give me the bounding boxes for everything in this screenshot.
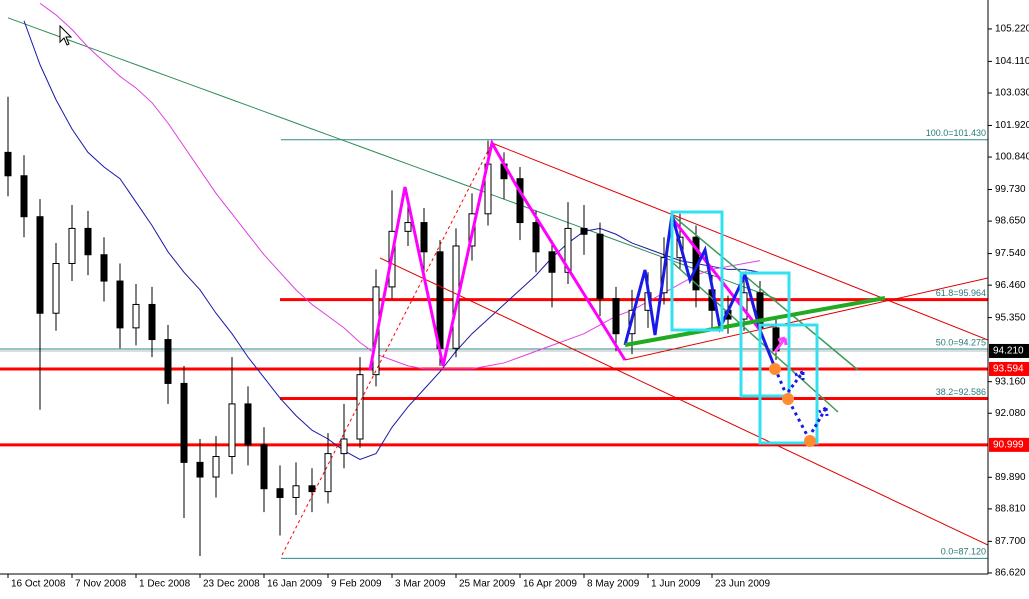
fib-label: 38.2=92.586	[936, 387, 986, 397]
candle-body	[84, 227, 92, 256]
candle-body	[164, 339, 172, 384]
candle-body	[132, 303, 140, 329]
y-tick-label: 100.840	[995, 152, 1029, 163]
arrow	[810, 406, 829, 433]
y-tick-label: 96.460	[995, 280, 1026, 291]
candle-body	[532, 222, 540, 253]
channel-line	[624, 277, 988, 361]
price-marker	[989, 343, 1029, 358]
candle-body	[116, 280, 124, 329]
target-dot	[782, 393, 794, 405]
candle-body	[420, 222, 428, 253]
target-dot	[769, 363, 781, 375]
highlight-box	[670, 210, 724, 332]
candle-body	[100, 254, 108, 282]
y-tick-label: 97.540	[995, 248, 1026, 259]
y-tick-label: 101.920	[995, 120, 1029, 131]
y-tick-label: 95.350	[995, 312, 1026, 323]
y-tick-label: 89.890	[995, 472, 1026, 483]
fib-label: 0.0=87.120	[941, 547, 986, 557]
candle-body	[148, 303, 156, 341]
candle-body	[276, 488, 284, 498]
arrow	[773, 336, 788, 353]
fib-label: 50.0=94.275	[936, 337, 986, 347]
y-tick-label: 88.810	[995, 504, 1026, 515]
candle-body	[612, 298, 620, 335]
candle-body	[516, 178, 524, 224]
y-tick-label: 99.730	[995, 184, 1026, 195]
candle-body	[4, 151, 12, 177]
price-marker-label: 90.999	[993, 440, 1024, 451]
cursor	[59, 24, 73, 46]
channel-line	[491, 142, 988, 341]
pattern	[623, 214, 777, 369]
candle-body	[212, 456, 220, 478]
x-tick-label: 9 Feb 2009	[331, 579, 382, 590]
candle-body	[356, 374, 364, 440]
candle-body	[20, 175, 28, 218]
candle-body	[580, 227, 588, 235]
candle-body	[292, 485, 300, 498]
candle-body	[260, 444, 268, 490]
candle-body	[228, 403, 236, 458]
candle-body	[196, 461, 204, 478]
price-marker	[989, 361, 1029, 376]
candle-body	[436, 251, 444, 349]
highlight-box	[758, 323, 819, 445]
y-tick-label: 98.650	[995, 216, 1026, 227]
y-tick-label: 92.080	[995, 408, 1026, 419]
x-tick-label: 1 Jun 2009	[651, 579, 701, 590]
candle-body	[36, 216, 44, 314]
moving-average	[23, 20, 761, 461]
axis-layer: 105.220 104.110 103.030 101.920 100.840 99.73…	[7, 24, 1029, 590]
fib-trend	[281, 142, 493, 556]
candle-body	[340, 438, 348, 455]
annotations	[59, 24, 988, 556]
x-tick-label: 16 Apr 2009	[523, 579, 577, 590]
y-tick-label: 93.160	[995, 376, 1026, 387]
x-tick-label: 1 Dec 2008	[139, 579, 191, 590]
channel-line	[379, 257, 988, 546]
trend-line	[624, 296, 886, 347]
candle-body	[244, 403, 252, 446]
candle-body	[404, 222, 412, 232]
highlight-box	[739, 271, 791, 398]
candle-body	[68, 227, 76, 265]
arrow	[786, 370, 805, 393]
x-tick-label: 23 Dec 2008	[203, 579, 260, 590]
moving-average	[7, 17, 777, 300]
channel-line	[671, 261, 839, 413]
y-tick-label: 87.700	[995, 536, 1026, 547]
y-tick-label: 105.220	[995, 24, 1029, 35]
pattern	[670, 217, 762, 331]
x-tick-label: 7 Nov 2008	[75, 579, 127, 590]
target-dot	[804, 435, 816, 447]
candle-body	[52, 263, 60, 314]
moving-average	[39, 2, 761, 370]
x-tick-label: 3 Mar 2009	[395, 579, 446, 590]
candle-body	[324, 453, 332, 493]
x-tick-label: 16 Jan 2009	[267, 579, 322, 590]
grid-layer	[0, 139, 988, 559]
price-marker-label: 94.210	[993, 346, 1024, 357]
y-tick-label: 104.110	[995, 56, 1029, 67]
fib-label: 100.0=101.430	[926, 128, 986, 138]
pattern	[368, 138, 627, 371]
price-marker-label: 93.594	[993, 364, 1024, 375]
x-tick-label: 16 Oct 2008	[11, 579, 66, 590]
candle-body	[308, 485, 316, 493]
candle-body	[596, 233, 604, 300]
price-marker	[989, 437, 1029, 452]
candle-body	[180, 382, 188, 463]
x-tick-label: 25 Mar 2009	[459, 579, 516, 590]
fib-label: 61.8=95.964	[936, 288, 986, 298]
channel-line	[671, 214, 859, 371]
y-tick-label: 86.620	[995, 568, 1026, 579]
x-tick-label: 23 Jun 2009	[715, 579, 770, 590]
candle-body	[564, 227, 572, 273]
candle-body	[548, 251, 556, 273]
y-tick-label: 103.030	[995, 88, 1029, 99]
x-tick-label: 8 May 2009	[587, 579, 640, 590]
